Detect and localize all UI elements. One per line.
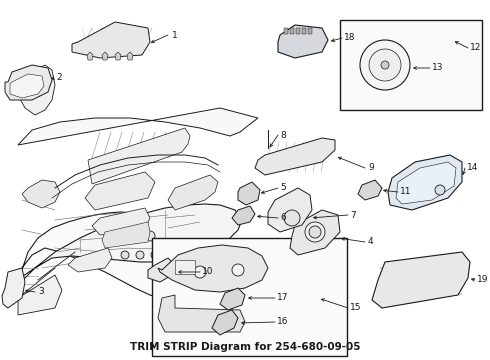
Circle shape <box>309 226 321 238</box>
Polygon shape <box>396 162 456 204</box>
Bar <box>175 260 195 274</box>
Polygon shape <box>158 245 268 292</box>
Text: 9: 9 <box>368 163 374 172</box>
Circle shape <box>305 222 325 242</box>
Circle shape <box>136 251 144 259</box>
Polygon shape <box>18 108 258 145</box>
Polygon shape <box>68 248 112 272</box>
Polygon shape <box>212 310 238 335</box>
Polygon shape <box>92 208 150 235</box>
Text: 11: 11 <box>400 188 412 197</box>
Polygon shape <box>308 28 312 34</box>
Circle shape <box>151 251 159 259</box>
Circle shape <box>435 185 445 195</box>
Text: 8: 8 <box>280 130 286 139</box>
Bar <box>340 20 482 110</box>
Text: TRIM STRIP Diagram for 254-680-09-05: TRIM STRIP Diagram for 254-680-09-05 <box>130 342 360 352</box>
Polygon shape <box>168 175 218 210</box>
Polygon shape <box>296 28 300 34</box>
Text: 6: 6 <box>280 213 286 222</box>
Circle shape <box>360 40 410 90</box>
Circle shape <box>381 61 389 69</box>
Text: 18: 18 <box>344 33 356 42</box>
Polygon shape <box>255 138 335 175</box>
Circle shape <box>194 266 206 278</box>
Circle shape <box>284 210 300 226</box>
Polygon shape <box>5 65 52 100</box>
Text: 3: 3 <box>38 288 44 297</box>
Polygon shape <box>358 180 382 200</box>
Polygon shape <box>115 52 121 60</box>
Circle shape <box>369 49 401 81</box>
Text: 15: 15 <box>350 303 362 312</box>
Text: 2: 2 <box>56 73 62 82</box>
Polygon shape <box>148 258 175 282</box>
Text: 10: 10 <box>202 267 214 276</box>
Text: 1: 1 <box>172 31 178 40</box>
Text: 14: 14 <box>467 163 478 172</box>
Text: 4: 4 <box>368 238 374 247</box>
Polygon shape <box>18 65 55 115</box>
Polygon shape <box>220 288 245 310</box>
Polygon shape <box>87 52 93 60</box>
Text: 5: 5 <box>280 184 286 193</box>
Polygon shape <box>2 268 25 308</box>
Polygon shape <box>158 295 245 332</box>
Circle shape <box>232 264 244 276</box>
Circle shape <box>130 233 140 243</box>
Polygon shape <box>102 222 150 248</box>
Bar <box>152 238 347 356</box>
Circle shape <box>145 231 155 241</box>
Text: 13: 13 <box>432 63 443 72</box>
Circle shape <box>166 251 174 259</box>
Polygon shape <box>102 52 108 60</box>
Polygon shape <box>388 155 462 210</box>
Polygon shape <box>127 52 133 60</box>
Circle shape <box>115 235 125 245</box>
Circle shape <box>121 251 129 259</box>
Text: 12: 12 <box>470 44 481 53</box>
Polygon shape <box>72 22 150 58</box>
Text: 7: 7 <box>350 211 356 220</box>
Polygon shape <box>10 74 44 98</box>
Polygon shape <box>290 210 340 255</box>
Polygon shape <box>18 275 62 315</box>
Polygon shape <box>290 28 294 34</box>
Polygon shape <box>278 25 328 58</box>
Text: 16: 16 <box>277 318 289 327</box>
Polygon shape <box>238 182 260 205</box>
Polygon shape <box>372 252 470 308</box>
Polygon shape <box>302 28 306 34</box>
Polygon shape <box>284 28 288 34</box>
Polygon shape <box>85 172 155 210</box>
Polygon shape <box>88 128 190 184</box>
Polygon shape <box>15 204 242 285</box>
Polygon shape <box>18 212 242 308</box>
Text: 17: 17 <box>277 293 289 302</box>
Polygon shape <box>232 206 255 225</box>
Text: 19: 19 <box>477 275 489 284</box>
Polygon shape <box>22 180 60 208</box>
Polygon shape <box>268 188 312 232</box>
